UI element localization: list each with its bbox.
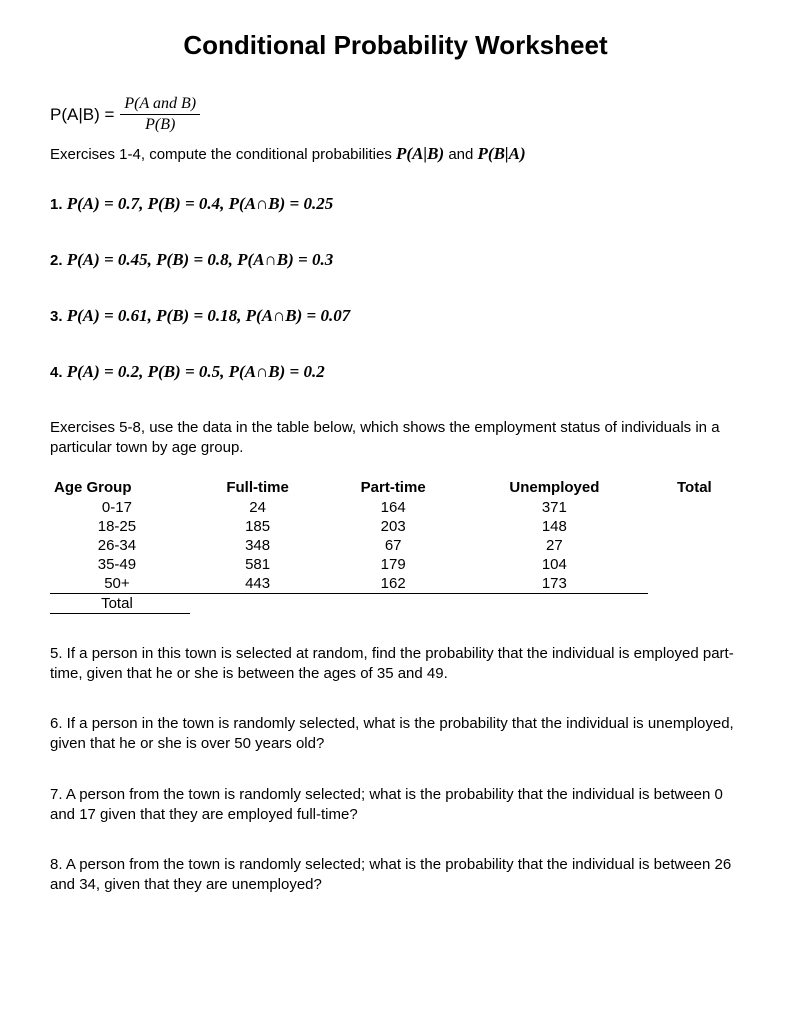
table-cell: 104 [461, 555, 648, 574]
table-cell [325, 593, 461, 613]
table-cell [190, 593, 325, 613]
exercise-2: 2. P(A) = 0.45, P(B) = 0.8, P(A∩B) = 0.3 [50, 250, 741, 270]
question-7: 7. A person from the town is randomly se… [50, 785, 741, 826]
table-cell: 50+ [50, 574, 190, 594]
instruction-1-text: Exercises 1-4, compute the conditional p… [50, 146, 396, 163]
exercise-4: 4. P(A) = 0.2, P(B) = 0.5, P(A∩B) = 0.2 [50, 362, 741, 382]
table-cell: 581 [190, 555, 325, 574]
table-cell [648, 574, 741, 594]
question-5: 5. If a person in this town is selected … [50, 644, 741, 685]
formula-lhs: P(A|B) = [50, 105, 114, 125]
table-row: 26-34 348 67 27 [50, 536, 741, 555]
table-cell: 35-49 [50, 555, 190, 574]
table-cell: 173 [461, 574, 648, 594]
table-header: Total [648, 477, 741, 498]
table-cell: 27 [461, 536, 648, 555]
exercise-number: 1. [50, 196, 67, 213]
exercise-pab: P(A∩B) = 0.2 [229, 362, 325, 381]
table-header-row: Age Group Full-time Part-time Unemployed… [50, 477, 741, 498]
instruction-1-math-2: P(B|A) [478, 144, 526, 163]
table-cell: 24 [190, 498, 325, 517]
table-cell: 148 [461, 517, 648, 536]
exercise-pa: P(A) = 0.45, [67, 250, 156, 269]
table-cell [461, 593, 648, 613]
exercise-pb: P(B) = 0.5, [148, 362, 229, 381]
question-8: 8. A person from the town is randomly se… [50, 855, 741, 896]
table-cell: 371 [461, 498, 648, 517]
table-cell: 348 [190, 536, 325, 555]
exercise-pab: P(A∩B) = 0.3 [237, 250, 333, 269]
formula-numerator: P(A and B) [120, 95, 200, 115]
exercise-number: 3. [50, 308, 67, 325]
exercise-pb: P(B) = 0.8, [156, 250, 237, 269]
table-cell [648, 498, 741, 517]
exercise-1: 1. P(A) = 0.7, P(B) = 0.4, P(A∩B) = 0.25 [50, 194, 741, 214]
table-row: 35-49 581 179 104 [50, 555, 741, 574]
table-cell [648, 593, 741, 613]
table-row: 18-25 185 203 148 [50, 517, 741, 536]
table-cell [648, 555, 741, 574]
table-header: Unemployed [461, 477, 648, 498]
table-total-row: Total [50, 593, 741, 613]
table-cell [648, 536, 741, 555]
exercise-3: 3. P(A) = 0.61, P(B) = 0.18, P(A∩B) = 0.… [50, 306, 741, 326]
table-cell: 162 [325, 574, 461, 594]
table-cell [648, 517, 741, 536]
exercise-pab: P(A∩B) = 0.25 [229, 194, 334, 213]
table-header: Age Group [50, 477, 190, 498]
exercise-pb: P(B) = 0.18, [156, 306, 245, 325]
table-header: Full-time [190, 477, 325, 498]
instruction-2: Exercises 5-8, use the data in the table… [50, 418, 741, 459]
instruction-1: Exercises 1-4, compute the conditional p… [50, 144, 741, 164]
table-cell: 18-25 [50, 517, 190, 536]
exercise-pa: P(A) = 0.2, [67, 362, 148, 381]
exercise-pb: P(B) = 0.4, [148, 194, 229, 213]
table-cell: 443 [190, 574, 325, 594]
exercise-number: 4. [50, 364, 67, 381]
exercise-pa: P(A) = 0.61, [67, 306, 156, 325]
employment-table: Age Group Full-time Part-time Unemployed… [50, 477, 741, 614]
exercise-number: 2. [50, 252, 67, 269]
table-cell: 67 [325, 536, 461, 555]
worksheet-page: Conditional Probability Worksheet P(A|B)… [0, 0, 791, 1024]
instruction-1-math-1: P(A|B) [396, 144, 444, 163]
exercise-pab: P(A∩B) = 0.07 [246, 306, 351, 325]
page-title: Conditional Probability Worksheet [50, 30, 741, 61]
table-header: Part-time [325, 477, 461, 498]
exercise-pa: P(A) = 0.7, [67, 194, 148, 213]
formula-fraction: P(A and B) P(B) [120, 95, 200, 134]
formula-definition: P(A|B) = P(A and B) P(B) [50, 95, 741, 134]
table-row: 0-17 24 164 371 [50, 498, 741, 517]
table-cell: 164 [325, 498, 461, 517]
question-6: 6. If a person in the town is randomly s… [50, 714, 741, 755]
table-total-label: Total [50, 593, 190, 613]
table-row: 50+ 443 162 173 [50, 574, 741, 594]
table-cell: 0-17 [50, 498, 190, 517]
table-cell: 203 [325, 517, 461, 536]
instruction-1-mid: and [448, 146, 477, 163]
table-cell: 185 [190, 517, 325, 536]
table-cell: 26-34 [50, 536, 190, 555]
table-cell: 179 [325, 555, 461, 574]
formula-denominator: P(B) [141, 115, 179, 134]
